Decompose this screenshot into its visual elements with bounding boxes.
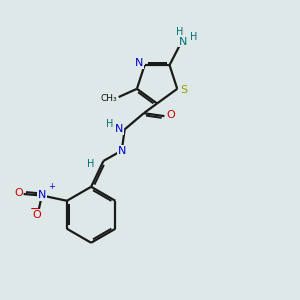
Text: S: S — [180, 85, 187, 95]
Text: −: − — [29, 203, 40, 216]
Text: N: N — [135, 58, 143, 68]
Text: N: N — [179, 37, 188, 46]
Text: H: H — [190, 32, 198, 42]
Text: N: N — [115, 124, 124, 134]
Text: CH₃: CH₃ — [101, 94, 118, 103]
Text: N: N — [38, 190, 46, 200]
Text: H: H — [106, 119, 113, 129]
Text: +: + — [48, 182, 55, 191]
Text: H: H — [86, 159, 94, 169]
Text: O: O — [14, 188, 23, 197]
Text: O: O — [167, 110, 175, 120]
Text: O: O — [32, 210, 41, 220]
Text: H: H — [176, 27, 184, 37]
Text: N: N — [118, 146, 126, 156]
